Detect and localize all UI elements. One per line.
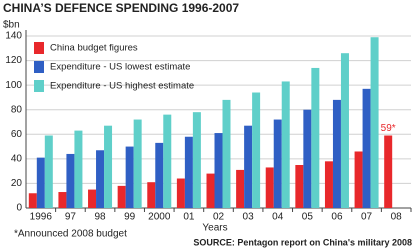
bar [362, 88, 371, 208]
y-tick-label: 20 [11, 178, 23, 189]
x-tick-label: 07 [361, 212, 373, 223]
bar [332, 99, 341, 208]
bar [244, 125, 253, 208]
legend-swatch [34, 42, 44, 54]
x-tick-label: 08 [391, 212, 403, 223]
bar [354, 151, 363, 208]
y-tick-label: 100 [5, 80, 22, 91]
x-tick-label: 06 [331, 212, 343, 223]
bar [133, 119, 142, 208]
chart-title: CHINA’S DEFENCE SPENDING 1996-2007 [3, 1, 239, 15]
legend-label: Expenditure - US lowest estimate [50, 62, 190, 73]
x-tick-label: 99 [124, 212, 136, 223]
bar [222, 99, 231, 208]
legend-label: Expenditure - US highest estimate [50, 81, 194, 92]
x-axis-label: Years [202, 223, 227, 234]
data-label: 59* [381, 123, 396, 134]
x-tick-label: 97 [65, 212, 77, 223]
bar [340, 53, 349, 209]
bar [214, 133, 223, 208]
bar [44, 135, 53, 208]
bar [96, 150, 105, 208]
bar [147, 182, 156, 208]
x-tick-label: 01 [183, 212, 195, 223]
x-tick-label: 02 [213, 212, 225, 223]
bar [163, 114, 172, 208]
source: SOURCE: Pentagon report on China's milit… [193, 237, 412, 247]
legend-label: China budget figures [50, 43, 138, 54]
bar [74, 130, 83, 208]
bar [192, 112, 201, 208]
bar [176, 178, 185, 208]
bar [155, 142, 164, 208]
bar [281, 81, 290, 208]
x-tick-label: 03 [243, 212, 255, 223]
y-tick-label: 140 [5, 31, 22, 42]
y-tick-label: 60 [11, 129, 23, 140]
bar [66, 153, 75, 208]
footnote: *Announced 2008 budget [14, 229, 127, 240]
x-tick-label: 1996 [30, 212, 53, 223]
y-tick-label: 0 [16, 203, 22, 214]
bar [88, 189, 97, 208]
y-tick-label: 40 [11, 153, 23, 164]
x-tick-label: 98 [94, 212, 106, 223]
bar [58, 192, 67, 208]
y-axis-label: $bn [3, 20, 20, 31]
bar [125, 146, 134, 208]
bar [311, 67, 320, 208]
bar [252, 92, 261, 208]
bar [117, 185, 126, 208]
y-tick-label: 80 [11, 104, 23, 115]
bar [295, 165, 304, 208]
bar [303, 109, 312, 208]
bar [184, 136, 193, 208]
bar [36, 157, 45, 208]
bar [324, 161, 333, 208]
bar [273, 119, 282, 208]
bar [370, 37, 379, 208]
bar [265, 167, 274, 208]
bar [28, 193, 37, 208]
bar [104, 125, 113, 208]
y-tick-label: 120 [5, 55, 22, 66]
x-tick-label: 04 [272, 212, 284, 223]
x-tick-label: 05 [302, 212, 314, 223]
legend-swatch [34, 61, 44, 73]
x-tick-label: 2000 [148, 212, 171, 223]
bar [236, 169, 245, 208]
bar [384, 135, 393, 208]
legend-swatch [34, 80, 44, 92]
bar [206, 173, 215, 208]
